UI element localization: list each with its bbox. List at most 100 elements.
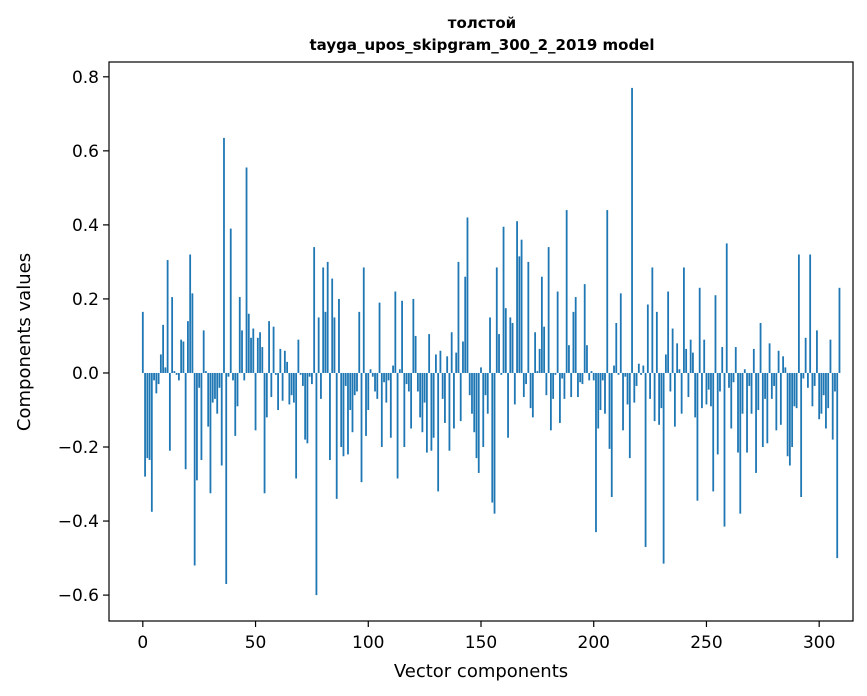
bar <box>365 372 367 436</box>
bar <box>311 372 313 385</box>
bar <box>477 372 480 473</box>
bar <box>622 372 624 431</box>
bar <box>331 278 334 373</box>
bar <box>646 304 649 373</box>
bar <box>788 372 791 466</box>
bar <box>568 345 570 373</box>
bar <box>171 297 174 373</box>
bar <box>430 372 433 451</box>
bar <box>734 347 737 373</box>
bar <box>457 261 460 373</box>
bar <box>389 372 392 438</box>
bar <box>333 317 336 373</box>
bar <box>493 372 496 514</box>
bar <box>570 372 573 398</box>
bar <box>473 372 476 433</box>
y-tick-label: 0.8 <box>72 68 99 88</box>
bar <box>141 311 144 373</box>
bar <box>723 372 726 527</box>
bar <box>396 372 399 479</box>
bar <box>658 372 661 425</box>
bar <box>741 372 744 414</box>
bar <box>254 372 257 431</box>
bar <box>818 372 821 420</box>
bar <box>268 321 270 373</box>
bar <box>581 372 584 385</box>
bar <box>595 372 597 533</box>
bar <box>619 293 622 373</box>
bar <box>599 372 602 410</box>
bar <box>238 297 241 373</box>
bars-group <box>141 87 841 596</box>
bar <box>822 372 825 396</box>
bar <box>484 372 487 396</box>
bar <box>193 372 196 566</box>
bar <box>349 372 352 410</box>
bar <box>604 372 606 414</box>
bar <box>304 372 307 440</box>
bar <box>633 372 636 403</box>
bar <box>480 367 482 373</box>
bar <box>288 372 291 405</box>
bar <box>416 372 419 392</box>
bar <box>572 311 575 373</box>
bar <box>644 372 647 547</box>
bar <box>764 372 766 399</box>
bar <box>299 372 302 375</box>
bar <box>504 308 507 373</box>
bar <box>719 372 721 392</box>
bar <box>664 354 667 373</box>
bar <box>520 239 523 373</box>
bar <box>707 372 710 390</box>
bar <box>214 372 216 399</box>
bar <box>218 372 221 388</box>
bar <box>516 221 518 373</box>
bar <box>748 372 751 386</box>
bar <box>534 332 537 373</box>
bar <box>536 371 539 373</box>
bar <box>831 372 834 440</box>
bar <box>486 372 489 414</box>
bar <box>259 332 261 373</box>
bar <box>631 87 633 373</box>
bar <box>773 372 775 386</box>
bar <box>247 313 250 373</box>
bar <box>211 372 214 403</box>
bar <box>732 372 735 383</box>
bar <box>229 228 232 373</box>
bar <box>755 372 757 473</box>
bar <box>556 291 559 373</box>
bar <box>367 372 370 410</box>
bar <box>592 372 595 381</box>
bar <box>439 350 442 373</box>
bar <box>313 247 316 373</box>
bar <box>608 372 611 449</box>
bar <box>495 267 498 373</box>
bar <box>317 317 320 373</box>
bar <box>182 341 185 373</box>
bar <box>407 372 410 392</box>
bar <box>444 372 446 423</box>
bar <box>205 371 207 373</box>
bar <box>669 372 672 392</box>
bar <box>283 350 286 373</box>
bar <box>225 372 228 584</box>
bar <box>202 330 205 373</box>
bar <box>187 321 189 373</box>
bar <box>177 372 180 381</box>
bar <box>513 372 516 405</box>
bar <box>739 372 742 514</box>
bar <box>371 372 374 377</box>
bar <box>626 372 629 405</box>
bar <box>714 295 717 373</box>
bar <box>761 372 764 448</box>
bar <box>453 372 455 429</box>
bar <box>387 372 390 381</box>
bar <box>777 350 780 373</box>
bar <box>795 372 798 409</box>
chart-title: толстой <box>448 14 516 32</box>
bar <box>583 284 586 373</box>
bar <box>180 339 183 373</box>
bar <box>502 226 505 373</box>
bar <box>687 372 690 398</box>
